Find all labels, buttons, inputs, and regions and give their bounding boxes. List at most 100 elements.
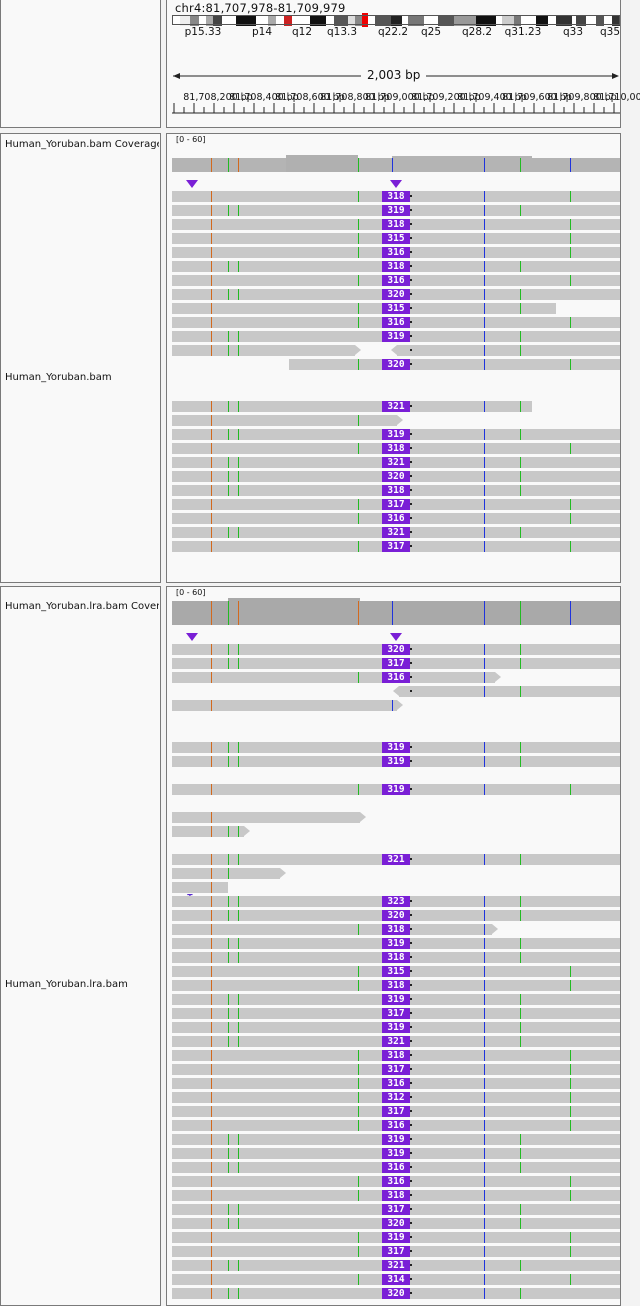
insertion-label[interactable]: 321: [382, 457, 410, 468]
insertion-label[interactable]: 320: [382, 644, 410, 655]
read[interactable]: [397, 345, 620, 356]
read[interactable]: [172, 826, 244, 837]
mismatch-mark: [520, 303, 521, 314]
insertion-label[interactable]: 319: [382, 1148, 410, 1159]
coverage-allele-mark: [238, 158, 239, 172]
insertion-label[interactable]: 319: [382, 994, 410, 1005]
insertion-label[interactable]: 319: [382, 1134, 410, 1145]
read[interactable]: [172, 924, 492, 935]
insertion-label[interactable]: 316: [382, 275, 410, 286]
read-arrow: [355, 345, 361, 355]
insertion-dot: [410, 1278, 412, 1280]
insertion-label[interactable]: 318: [382, 443, 410, 454]
insertion-label[interactable]: 312: [382, 1092, 410, 1103]
insertion-label[interactable]: 320: [382, 289, 410, 300]
insertion-label[interactable]: 316: [382, 513, 410, 524]
insertion-marker-icon[interactable]: [390, 633, 402, 641]
insertion-label[interactable]: 320: [382, 359, 410, 370]
read[interactable]: [172, 303, 556, 314]
insertion-label[interactable]: 318: [382, 219, 410, 230]
insertion-label[interactable]: 316: [382, 317, 410, 328]
insertion-label[interactable]: 321: [382, 527, 410, 538]
insertion-label[interactable]: 316: [382, 1176, 410, 1187]
read[interactable]: [172, 868, 280, 879]
insertion-label[interactable]: 317: [382, 541, 410, 552]
coverage-allele-mark: [570, 158, 571, 172]
insertion-label[interactable]: 319: [382, 1232, 410, 1243]
insertion-label[interactable]: 316: [382, 1120, 410, 1131]
insertion-label[interactable]: 321: [382, 1260, 410, 1271]
insertion-label[interactable]: 318: [382, 952, 410, 963]
insertion-label[interactable]: 317: [382, 1204, 410, 1215]
insertion-label[interactable]: 318: [382, 980, 410, 991]
track2-coverage-name[interactable]: Human_Yoruban.lra.bam Coverage: [5, 601, 159, 612]
insertion-label[interactable]: 317: [382, 1106, 410, 1117]
read[interactable]: [172, 415, 397, 426]
insertion-dot: [410, 503, 412, 505]
insertion-label[interactable]: 316: [382, 1078, 410, 1089]
mismatch-mark: [484, 1106, 485, 1117]
insertion-label[interactable]: 319: [382, 756, 410, 767]
insertion-label[interactable]: 315: [382, 303, 410, 314]
track2-alignment-name[interactable]: Human_Yoruban.lra.bam: [5, 979, 128, 990]
insertion-marker-icon[interactable]: [390, 180, 402, 188]
insertion-label[interactable]: 316: [382, 1162, 410, 1173]
insertion-label[interactable]: 318: [382, 924, 410, 935]
mismatch-mark: [211, 1176, 212, 1187]
read[interactable]: [172, 672, 495, 683]
insertion-label[interactable]: 320: [382, 471, 410, 482]
insertion-label[interactable]: 318: [382, 1190, 410, 1201]
mismatch-mark: [570, 980, 571, 991]
mismatch-mark: [484, 1190, 485, 1201]
insertion-label[interactable]: 321: [382, 401, 410, 412]
insertion-marker-icon[interactable]: [186, 180, 198, 188]
insertion-label[interactable]: 319: [382, 784, 410, 795]
insertion-label[interactable]: 315: [382, 966, 410, 977]
band-label: p14: [251, 26, 273, 38]
insertion-label[interactable]: 318: [382, 1050, 410, 1061]
mismatch-mark: [520, 261, 521, 272]
insertion-label[interactable]: 319: [382, 429, 410, 440]
insertion-label[interactable]: 318: [382, 191, 410, 202]
insertion-label[interactable]: 317: [382, 658, 410, 669]
insertion-label[interactable]: 320: [382, 1218, 410, 1229]
insertion-label[interactable]: 317: [382, 499, 410, 510]
insertion-label[interactable]: 321: [382, 1036, 410, 1047]
track1-coverage-name[interactable]: Human_Yoruban.bam Coverage: [5, 139, 159, 150]
mismatch-mark: [570, 317, 571, 328]
insertion-label[interactable]: 318: [382, 485, 410, 496]
mismatch-mark: [211, 415, 212, 426]
read[interactable]: [399, 686, 620, 697]
insertion-label[interactable]: 316: [382, 247, 410, 258]
track1-alignment-name[interactable]: Human_Yoruban.bam: [5, 372, 112, 383]
mismatch-mark: [211, 1148, 212, 1159]
read[interactable]: [172, 345, 355, 356]
insertion-label[interactable]: 317: [382, 1246, 410, 1257]
read[interactable]: [172, 401, 532, 412]
insertion-label[interactable]: 315: [382, 233, 410, 244]
insertion-label[interactable]: 316: [382, 672, 410, 683]
insertion-label[interactable]: 319: [382, 938, 410, 949]
coverage-bar: [228, 598, 360, 625]
insertion-label[interactable]: 318: [382, 261, 410, 272]
insertion-label[interactable]: 319: [382, 742, 410, 753]
mismatch-mark: [520, 1162, 521, 1173]
insertion-label[interactable]: 319: [382, 1022, 410, 1033]
mismatch-mark: [570, 513, 571, 524]
read[interactable]: [289, 359, 620, 370]
read[interactable]: [172, 882, 228, 893]
ideogram-band: [180, 15, 190, 26]
insertion-label[interactable]: 323: [382, 896, 410, 907]
insertion-label[interactable]: 314: [382, 1274, 410, 1285]
read[interactable]: [172, 812, 360, 823]
insertion-label[interactable]: 320: [382, 910, 410, 921]
mismatch-mark: [228, 952, 229, 963]
insertion-label[interactable]: 319: [382, 331, 410, 342]
insertion-label[interactable]: 321: [382, 854, 410, 865]
insertion-label[interactable]: 319: [382, 205, 410, 216]
insertion-label[interactable]: 317: [382, 1008, 410, 1019]
mismatch-mark: [484, 191, 485, 202]
insertion-marker-icon[interactable]: [186, 633, 198, 641]
read[interactable]: [172, 700, 397, 711]
insertion-label[interactable]: 317: [382, 1064, 410, 1075]
